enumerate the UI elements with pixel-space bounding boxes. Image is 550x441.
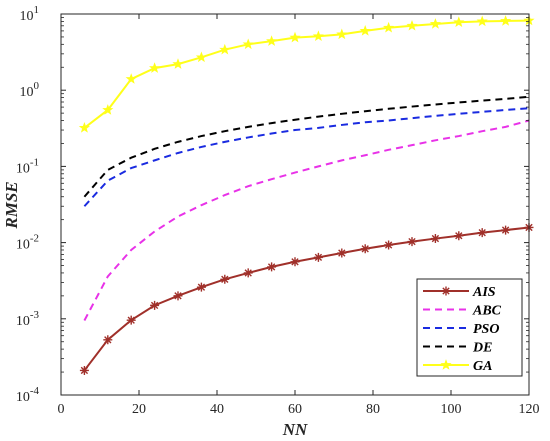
data-point-ga xyxy=(266,35,278,46)
data-point-ais xyxy=(220,274,230,284)
legend-label-ais: AIS xyxy=(472,285,496,300)
data-point-ais xyxy=(477,228,487,238)
data-point-ais xyxy=(430,234,440,244)
data-point-ga xyxy=(383,21,395,33)
plot-frame xyxy=(60,13,530,396)
data-point-ga xyxy=(289,31,301,43)
series-de xyxy=(83,95,530,198)
data-point-ais xyxy=(173,291,183,301)
series-line-abc xyxy=(83,119,530,321)
x-tick-label: 120 xyxy=(519,402,540,417)
data-point-ais xyxy=(313,252,323,262)
x-tick-label: 100 xyxy=(441,402,462,417)
y-tick-label: 101 xyxy=(20,4,40,24)
data-point-ga xyxy=(406,19,418,31)
data-point-ga xyxy=(149,62,161,73)
data-point-ga xyxy=(219,43,231,55)
data-point-ga xyxy=(453,16,465,27)
data-point-ga xyxy=(195,51,207,63)
series-line-pso xyxy=(83,107,530,207)
y-tick-label: 10-3 xyxy=(16,309,40,329)
data-point-ga xyxy=(78,122,90,133)
data-point-ga xyxy=(359,25,371,36)
y-tick-label: 10-2 xyxy=(16,233,39,253)
legend-label-de: DE xyxy=(472,341,492,356)
data-point-ais xyxy=(501,225,511,235)
data-point-ais xyxy=(360,244,370,254)
data-point-ga xyxy=(102,104,114,115)
legend: AIS ABC PSO DE GA xyxy=(416,278,523,377)
y-tick-label: 10-4 xyxy=(16,385,40,405)
data-point-ais xyxy=(79,365,89,375)
data-point-ais xyxy=(267,262,277,272)
data-point-ga xyxy=(125,73,137,84)
axes: 0 20 40 60 80 100 120 10-4 10-3 10-2 10-1 100 101 xyxy=(16,4,540,417)
data-point-ga xyxy=(242,38,254,50)
x-tick-label: 0 xyxy=(58,402,65,417)
legend-label-abc: ABC xyxy=(472,304,502,319)
series-abc xyxy=(83,119,530,321)
data-point-ga xyxy=(336,28,348,40)
data-point-ais xyxy=(407,237,417,247)
data-series xyxy=(78,14,535,375)
legend-marker-ais xyxy=(441,286,451,296)
data-point-ais xyxy=(126,315,136,325)
data-point-ais xyxy=(243,268,253,278)
data-point-ais xyxy=(290,257,300,267)
data-point-ga xyxy=(500,15,512,26)
legend-label-ga: GA xyxy=(473,359,492,374)
series-ga xyxy=(78,14,535,133)
series-pso xyxy=(83,107,530,207)
y-axis-title: RMSE xyxy=(2,181,21,229)
data-point-ais xyxy=(196,282,206,292)
x-tick-label: 40 xyxy=(210,402,224,417)
series-line-de xyxy=(83,95,530,198)
data-point-ga xyxy=(476,15,488,27)
data-point-ais xyxy=(150,300,160,310)
series-ais xyxy=(79,222,534,375)
legend-label-pso: PSO xyxy=(473,322,499,337)
data-point-ga xyxy=(172,58,184,69)
x-tick-label: 80 xyxy=(366,402,380,417)
data-point-ais xyxy=(337,248,347,258)
x-tick-label: 20 xyxy=(132,402,146,417)
legend-box xyxy=(416,278,523,377)
data-point-ais xyxy=(103,335,113,345)
data-point-ais xyxy=(384,240,394,250)
data-point-ga xyxy=(429,18,441,29)
x-axis-title: NN xyxy=(282,420,308,439)
x-tick-label: 60 xyxy=(288,402,302,417)
data-point-ais xyxy=(454,231,464,241)
y-tick-label: 10-1 xyxy=(16,156,39,176)
data-point-ga xyxy=(312,30,324,42)
legend-marker-ga xyxy=(440,359,452,370)
y-tick-label: 100 xyxy=(20,80,40,100)
